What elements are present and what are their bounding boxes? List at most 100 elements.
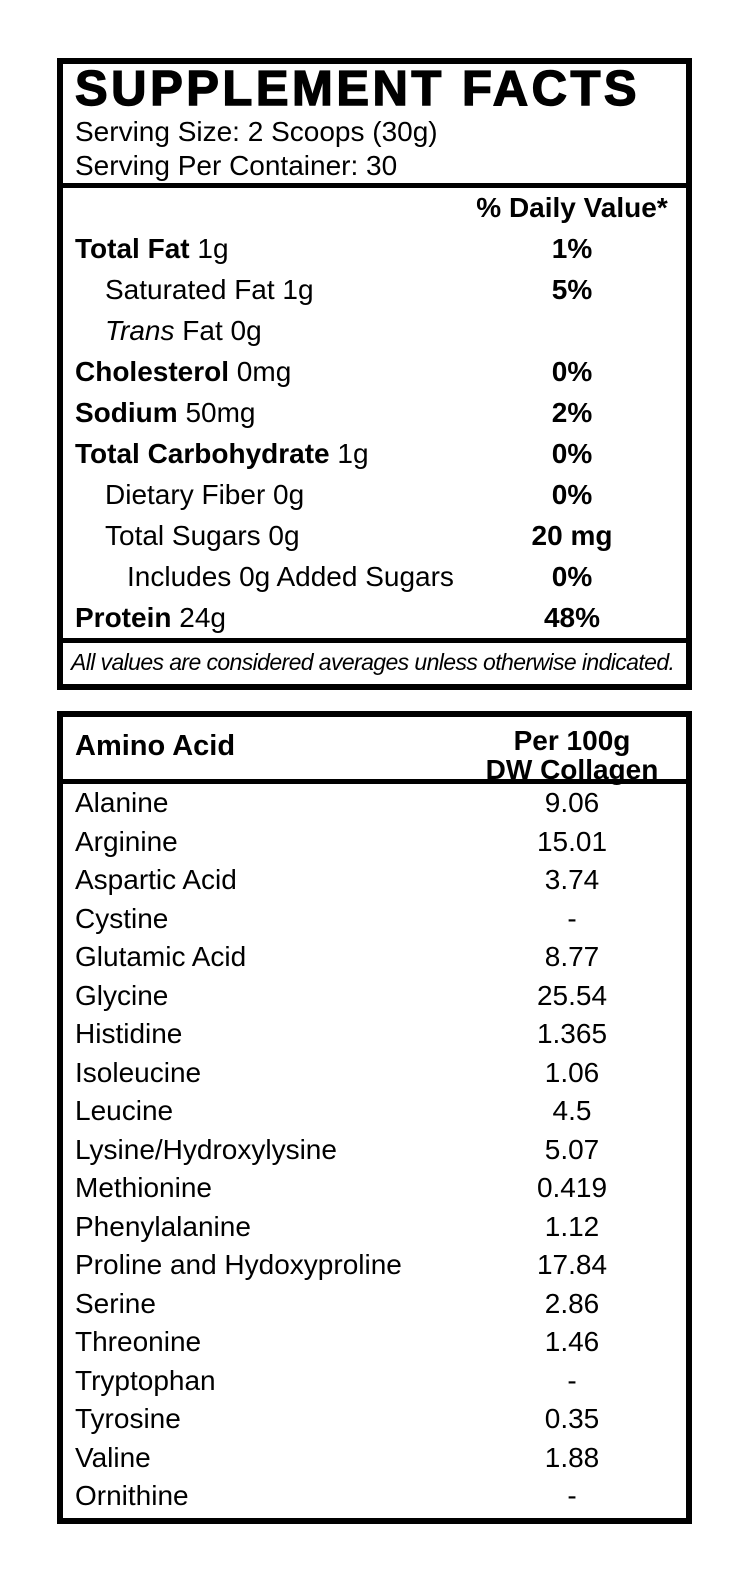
nutrient-label: Protein 24g bbox=[75, 597, 472, 638]
amino-acid-row: Isoleucine 1.06 bbox=[63, 1054, 686, 1093]
nutrient-row: Cholesterol 0mg 0% bbox=[63, 351, 686, 392]
nutrient-label-segment: Total Carbohydrate bbox=[75, 438, 330, 469]
supplement-facts-panel: SUPPLEMENT FACTS Serving Size: 2 Scoops … bbox=[57, 58, 692, 690]
amino-acid-row: Phenylalanine 1.12 bbox=[63, 1208, 686, 1247]
amino-acid-row: Lysine/Hydroxylysine 5.07 bbox=[63, 1131, 686, 1170]
panel-title: SUPPLEMENT FACTS bbox=[74, 62, 641, 116]
amino-acid-name: Lysine/Hydroxylysine bbox=[75, 1133, 337, 1165]
nutrient-label: Includes 0g Added Sugars bbox=[127, 556, 472, 597]
amino-acid-row: Glycine 25.54 bbox=[63, 977, 686, 1016]
amino-acid-name: Tyrosine bbox=[75, 1403, 181, 1434]
nutrient-daily-value: 2% bbox=[551, 397, 593, 428]
amino-acid-value: 1.06 bbox=[544, 1056, 600, 1088]
amino-acid-row: Valine 1.88 bbox=[63, 1439, 686, 1478]
amino-acid-name: Alanine bbox=[75, 787, 169, 818]
amino-acid-row: Tyrosine 0.35 bbox=[63, 1400, 686, 1439]
nutrient-daily-value: 0% bbox=[551, 561, 593, 592]
nutrient-row: Total Sugars 0g 20 mg bbox=[63, 515, 686, 556]
amino-acid-row: Proline and Hydoxyproline 17.84 bbox=[63, 1246, 686, 1285]
supplement-facts-header: SUPPLEMENT FACTS Serving Size: 2 Scoops … bbox=[63, 64, 686, 183]
amino-acid-name: Arginine bbox=[75, 825, 178, 857]
amino-acid-value: - bbox=[567, 1480, 577, 1511]
nutrient-label-segment: Cholesterol bbox=[75, 356, 230, 387]
amino-acid-panel: Amino Acid Per 100g DW Collagen Alanine 9… bbox=[57, 711, 692, 1524]
amino-acid-name: Leucine bbox=[75, 1095, 174, 1126]
amino-acid-value: - bbox=[567, 902, 577, 934]
nutrient-row: Saturated Fat 1g 5% bbox=[63, 269, 686, 310]
amino-acid-row: Threonine 1.46 bbox=[63, 1323, 686, 1362]
nutrient-row: Trans Fat 0g bbox=[63, 310, 686, 351]
nutrient-daily-value: 0% bbox=[551, 356, 593, 387]
amino-acid-value: 1.12 bbox=[544, 1210, 600, 1242]
amino-acid-row: Arginine 15.01 bbox=[63, 823, 686, 862]
amino-acid-value: 8.77 bbox=[544, 941, 600, 972]
amino-acid-value: 2.86 bbox=[544, 1287, 600, 1319]
amino-acid-value: 15.01 bbox=[536, 825, 608, 857]
footnote-divider bbox=[63, 638, 686, 643]
amino-acid-row: Leucine 4.5 bbox=[63, 1092, 686, 1131]
amino-acid-value: 1.365 bbox=[536, 1018, 608, 1049]
amino-acid-name: Cystine bbox=[75, 902, 169, 934]
nutrient-label-segment: 1g bbox=[189, 233, 229, 264]
daily-value-header: % Daily Value* bbox=[476, 192, 668, 223]
nutrient-row: Total Fat 1g 1% bbox=[63, 228, 686, 269]
amino-acid-row: Cystine - bbox=[63, 900, 686, 939]
nutrient-daily-value: 48% bbox=[543, 602, 601, 633]
amino-acid-name: Proline and Hydoxyproline bbox=[75, 1249, 402, 1280]
header-divider bbox=[63, 183, 686, 188]
nutrient-label: Total Fat 1g bbox=[75, 228, 472, 269]
amino-acid-row: Histidine 1.365 bbox=[63, 1015, 686, 1054]
nutrient-daily-value: 0% bbox=[551, 438, 593, 469]
nutrient-label-segment: Fat 0g bbox=[174, 315, 262, 346]
nutrient-label: Total Carbohydrate 1g bbox=[75, 433, 472, 474]
nutrient-label-segment: Saturated Fat 1g bbox=[105, 274, 314, 305]
nutrient-label-segment: Protein bbox=[75, 602, 172, 633]
amino-acid-name: Histidine bbox=[75, 1018, 183, 1049]
servings-per-container: Serving Per Container: 30 bbox=[75, 150, 398, 181]
nutrient-row: Protein 24g 48% bbox=[63, 597, 686, 638]
nutrient-row: Sodium 50mg 2% bbox=[63, 392, 686, 433]
nutrient-daily-value: 0% bbox=[551, 479, 593, 510]
amino-acid-value: 0.419 bbox=[536, 1172, 608, 1203]
nutrient-row: Dietary Fiber 0g 0% bbox=[63, 474, 686, 515]
amino-acid-name: Glycine bbox=[75, 979, 169, 1011]
amino-acid-value: 3.74 bbox=[544, 864, 600, 895]
amino-acid-name: Ornithine bbox=[75, 1480, 189, 1511]
per-100g-line: Per 100g bbox=[513, 725, 631, 756]
nutrient-daily-value: 5% bbox=[551, 274, 593, 305]
amino-acid-row: Tryptophan - bbox=[63, 1362, 686, 1401]
nutrient-label: Sodium 50mg bbox=[75, 392, 472, 433]
amino-acid-name: Phenylalanine bbox=[75, 1210, 251, 1242]
amino-acid-row: Methionine 0.419 bbox=[63, 1169, 686, 1208]
amino-acid-name: Glutamic Acid bbox=[75, 941, 247, 972]
amino-acid-column-title: Amino Acid bbox=[75, 730, 236, 762]
amino-acid-value: - bbox=[567, 1364, 577, 1396]
amino-acid-row: Glutamic Acid 8.77 bbox=[63, 938, 686, 977]
amino-acid-row: Alanine 9.06 bbox=[63, 784, 686, 823]
nutrient-rows: Total Fat 1g 1% Saturated Fat 1g 5% Trans Fa… bbox=[63, 228, 686, 638]
amino-header-divider bbox=[63, 779, 686, 784]
nutrient-label-segment: 1g bbox=[329, 438, 369, 469]
nutrient-label-segment: 50mg bbox=[177, 397, 256, 428]
amino-acid-row: Serine 2.86 bbox=[63, 1285, 686, 1324]
daily-value-header-row: % Daily Value* bbox=[63, 188, 686, 228]
amino-acid-name: Isoleucine bbox=[75, 1056, 202, 1088]
nutrient-label-segment: 24g bbox=[171, 602, 226, 633]
amino-acid-value: 25.54 bbox=[536, 979, 608, 1011]
nutrient-label-segment: 0mg bbox=[229, 356, 292, 387]
amino-acid-name: Valine bbox=[75, 1441, 151, 1473]
footnote: All values are considered averages unles… bbox=[71, 649, 675, 675]
amino-acid-header: Amino Acid Per 100g DW Collagen bbox=[63, 717, 686, 784]
nutrient-label: Cholesterol 0mg bbox=[75, 351, 472, 392]
amino-acid-name: Threonine bbox=[75, 1326, 202, 1357]
nutrient-label-segment: Trans bbox=[105, 315, 175, 346]
nutrient-label-segment: Total Fat bbox=[75, 233, 190, 264]
amino-acid-value: 17.84 bbox=[536, 1249, 608, 1280]
nutrient-label-segment: Includes 0g Added Sugars bbox=[127, 561, 454, 592]
amino-acid-name: Methionine bbox=[75, 1172, 212, 1203]
nutrient-label-segment: Sodium bbox=[75, 397, 178, 428]
amino-acid-value: 0.35 bbox=[544, 1403, 600, 1434]
nutrient-daily-value: 1% bbox=[551, 233, 593, 264]
amino-acid-name: Serine bbox=[75, 1287, 156, 1319]
